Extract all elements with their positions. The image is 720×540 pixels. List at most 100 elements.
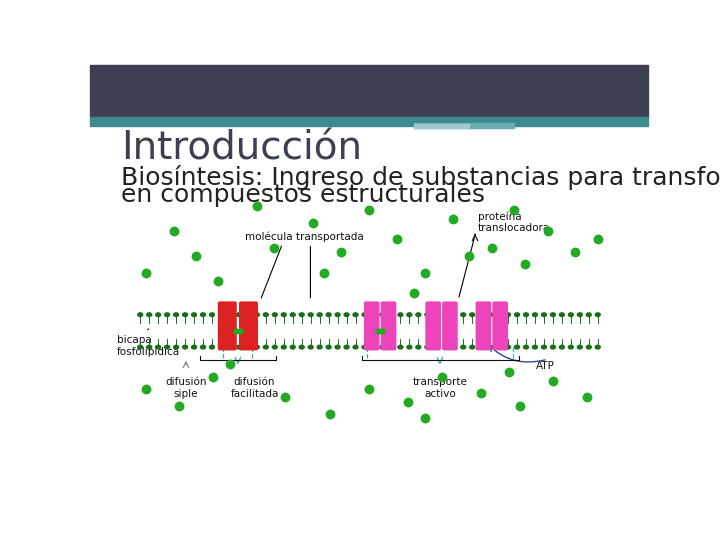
Circle shape [192, 345, 197, 349]
Point [207, 373, 219, 381]
Circle shape [236, 313, 241, 316]
Circle shape [505, 313, 510, 316]
FancyBboxPatch shape [476, 301, 491, 350]
Circle shape [389, 345, 394, 349]
Circle shape [559, 345, 564, 349]
Circle shape [568, 345, 573, 349]
Circle shape [165, 345, 170, 349]
Circle shape [210, 313, 215, 316]
Point [514, 401, 526, 410]
Circle shape [362, 345, 367, 349]
Circle shape [272, 345, 277, 349]
Point [376, 327, 387, 335]
Bar [90, 117, 648, 126]
Circle shape [497, 313, 502, 316]
Circle shape [210, 345, 215, 349]
Circle shape [201, 313, 205, 316]
Circle shape [308, 345, 313, 349]
Point [364, 206, 375, 214]
Text: difusión
facilitada: difusión facilitada [230, 377, 279, 399]
Circle shape [523, 345, 528, 349]
Point [140, 385, 152, 394]
Circle shape [479, 345, 484, 349]
Circle shape [254, 313, 259, 316]
Circle shape [290, 345, 295, 349]
Circle shape [389, 313, 394, 316]
Circle shape [246, 345, 251, 349]
Point [541, 227, 553, 235]
FancyBboxPatch shape [217, 301, 237, 350]
Point [269, 244, 280, 252]
Circle shape [595, 345, 600, 349]
Circle shape [541, 345, 546, 349]
Circle shape [282, 345, 287, 349]
Circle shape [469, 313, 474, 316]
Circle shape [174, 345, 179, 349]
Point [174, 401, 185, 410]
Point [364, 385, 375, 394]
Circle shape [147, 313, 152, 316]
Point [230, 327, 241, 335]
Circle shape [380, 345, 385, 349]
Circle shape [451, 345, 456, 349]
Circle shape [443, 313, 448, 316]
Point [373, 327, 384, 335]
Point [547, 376, 559, 385]
Circle shape [398, 313, 403, 316]
Point [279, 393, 291, 402]
Circle shape [416, 345, 420, 349]
Circle shape [487, 313, 492, 316]
Circle shape [326, 313, 331, 316]
Circle shape [174, 313, 179, 316]
Point [475, 389, 487, 397]
Circle shape [559, 313, 564, 316]
Circle shape [165, 313, 170, 316]
Point [419, 268, 431, 277]
Circle shape [264, 345, 269, 349]
Circle shape [147, 345, 152, 349]
Point [436, 373, 447, 381]
Point [168, 227, 179, 235]
FancyBboxPatch shape [492, 301, 508, 350]
FancyBboxPatch shape [364, 301, 379, 350]
Circle shape [533, 345, 537, 349]
Point [408, 289, 419, 298]
Text: proteína
translocadora: proteína translocadora [478, 211, 550, 233]
Circle shape [425, 345, 430, 349]
Circle shape [362, 313, 367, 316]
Circle shape [425, 313, 430, 316]
Point [324, 410, 336, 418]
Circle shape [264, 313, 269, 316]
Circle shape [469, 345, 474, 349]
Circle shape [156, 313, 161, 316]
Text: bicapa
fosfolipídica: bicapa fosfolipídica [117, 335, 180, 357]
Point [419, 414, 431, 422]
Point [336, 247, 347, 256]
Circle shape [371, 313, 376, 316]
Circle shape [487, 345, 492, 349]
Text: ATP: ATP [536, 361, 555, 371]
Circle shape [254, 345, 259, 349]
Circle shape [451, 313, 456, 316]
Point [212, 276, 224, 285]
Point [520, 260, 531, 269]
Circle shape [434, 313, 438, 316]
Circle shape [577, 313, 582, 316]
FancyBboxPatch shape [426, 301, 441, 350]
Point [592, 235, 603, 244]
Circle shape [568, 313, 573, 316]
Circle shape [282, 313, 287, 316]
FancyBboxPatch shape [442, 301, 458, 350]
FancyBboxPatch shape [239, 301, 258, 350]
Point [252, 202, 264, 211]
Circle shape [183, 313, 187, 316]
Point [508, 206, 520, 214]
Circle shape [551, 345, 555, 349]
Circle shape [533, 313, 537, 316]
Point [318, 268, 330, 277]
Circle shape [344, 313, 349, 316]
Circle shape [228, 345, 233, 349]
Circle shape [138, 345, 143, 349]
Circle shape [407, 345, 412, 349]
Circle shape [434, 345, 438, 349]
